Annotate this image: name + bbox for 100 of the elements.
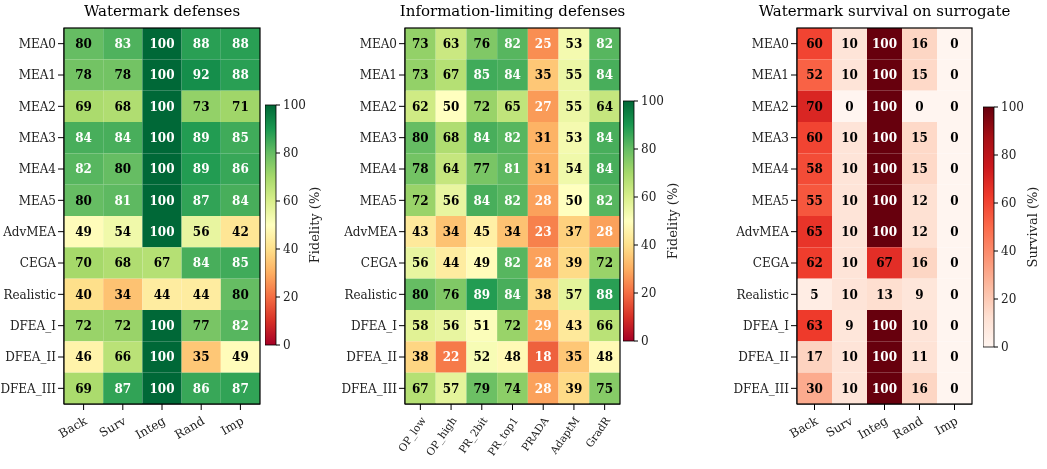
y-tick-label: CEGA [19, 256, 57, 271]
data-label: 53 [565, 36, 583, 51]
data-label: 57 [442, 381, 460, 396]
y-tick-label: MEA5 [359, 193, 397, 208]
data-label: 0 [950, 318, 959, 333]
data-label: 12 [911, 224, 928, 239]
data-label: 69 [75, 381, 92, 396]
data-label: 10 [841, 193, 858, 208]
data-label: 82 [596, 193, 613, 208]
data-label: 84 [114, 130, 132, 145]
data-label: 84 [75, 130, 92, 145]
data-label: 73 [412, 36, 429, 51]
y-tick-label: MEA5 [751, 193, 789, 208]
data-label: 100 [149, 318, 175, 333]
color-bar-label: 20 [283, 290, 299, 305]
y-tick-label: Realistic [344, 287, 398, 302]
data-label: 88 [192, 36, 210, 51]
data-label: 50 [565, 193, 583, 208]
data-label: 82 [504, 256, 521, 271]
data-label: 28 [534, 193, 552, 208]
data-label: 56 [192, 224, 210, 239]
y-tick-label: Realistic [736, 287, 790, 302]
data-label: 52 [473, 350, 491, 365]
chart-title: Information-limiting defenses [399, 2, 626, 20]
data-label: 84 [596, 68, 613, 83]
y-tick-label: DFEA_I [350, 318, 398, 333]
data-label: 0 [845, 99, 854, 114]
data-label: 64 [442, 162, 460, 177]
data-label: 100 [149, 130, 175, 145]
data-label: 13 [876, 287, 893, 302]
data-label: 100 [871, 224, 898, 239]
data-label: 77 [192, 318, 210, 333]
data-label: 10 [841, 36, 858, 51]
data-label: 49 [232, 350, 249, 365]
data-label: 69 [75, 99, 92, 114]
data-label: 42 [232, 224, 249, 239]
data-label: 78 [75, 68, 92, 83]
data-label: 58 [806, 162, 823, 177]
data-label: 44 [192, 287, 210, 302]
chart-title: Watermark defenses [83, 2, 241, 20]
data-label: 56 [412, 256, 429, 271]
data-label: 16 [911, 256, 928, 271]
color-bar-label: 80 [1001, 148, 1017, 163]
data-label: 50 [442, 99, 460, 114]
color-bar-label: 0 [641, 334, 649, 349]
y-tick-label: DFEA_III [0, 381, 57, 396]
data-label: 83 [114, 36, 132, 51]
data-label: 48 [504, 350, 521, 365]
data-label: 76 [473, 36, 491, 51]
color-bar-label: 20 [641, 286, 657, 301]
data-label: 5 [810, 287, 819, 302]
data-label: 11 [911, 350, 928, 365]
data-label: 17 [806, 350, 823, 365]
data-label: 82 [232, 318, 249, 333]
data-label: 9 [845, 318, 854, 333]
data-label: 44 [442, 256, 460, 271]
data-label: 0 [950, 130, 959, 145]
data-label: 12 [911, 193, 928, 208]
data-label: 43 [412, 224, 429, 239]
data-label: 56 [442, 193, 460, 208]
data-label: 84 [473, 193, 491, 208]
data-label: 100 [871, 36, 898, 51]
y-tick-label: DFEA_I [742, 318, 790, 333]
data-label: 51 [473, 318, 491, 333]
data-label: 10 [911, 318, 928, 333]
data-label: 72 [473, 99, 491, 114]
data-label: 57 [565, 287, 583, 302]
y-tick-label: DFEA_II [5, 350, 57, 365]
x-tick-label: Surv [96, 413, 129, 441]
chart-title: Watermark survival on surrogate [758, 2, 1011, 20]
data-label: 82 [596, 36, 613, 51]
data-label: 85 [232, 130, 249, 145]
data-label: 0 [950, 36, 959, 51]
data-label: 84 [473, 130, 491, 145]
data-label: 60 [806, 36, 823, 51]
y-tick-label: DFEA_III [341, 381, 398, 396]
y-tick-label: DFEA_III [733, 381, 790, 396]
data-label: 70 [806, 99, 823, 114]
color-bar-label: 60 [641, 190, 657, 205]
data-label: 66 [114, 350, 132, 365]
data-label: 35 [534, 68, 552, 83]
data-label: 52 [806, 68, 823, 83]
data-label: 70 [75, 256, 92, 271]
data-label: 82 [504, 36, 521, 51]
data-label: 87 [114, 381, 132, 396]
data-label: 76 [442, 287, 460, 302]
x-tick-label: Surv [823, 413, 856, 441]
y-tick-label: MEA3 [18, 130, 56, 145]
y-tick-label: MEA0 [751, 36, 789, 51]
data-label: 62 [806, 256, 823, 271]
color-bar-label: 0 [1001, 340, 1009, 355]
color-bar-label: 20 [1001, 292, 1017, 307]
data-label: 77 [473, 162, 491, 177]
data-label: 84 [596, 130, 613, 145]
data-label: 72 [114, 318, 132, 333]
data-label: 74 [504, 381, 521, 396]
data-label: 28 [534, 381, 552, 396]
y-tick-label: MEA3 [751, 130, 789, 145]
y-tick-label: MEA4 [18, 162, 57, 177]
data-label: 100 [149, 224, 175, 239]
